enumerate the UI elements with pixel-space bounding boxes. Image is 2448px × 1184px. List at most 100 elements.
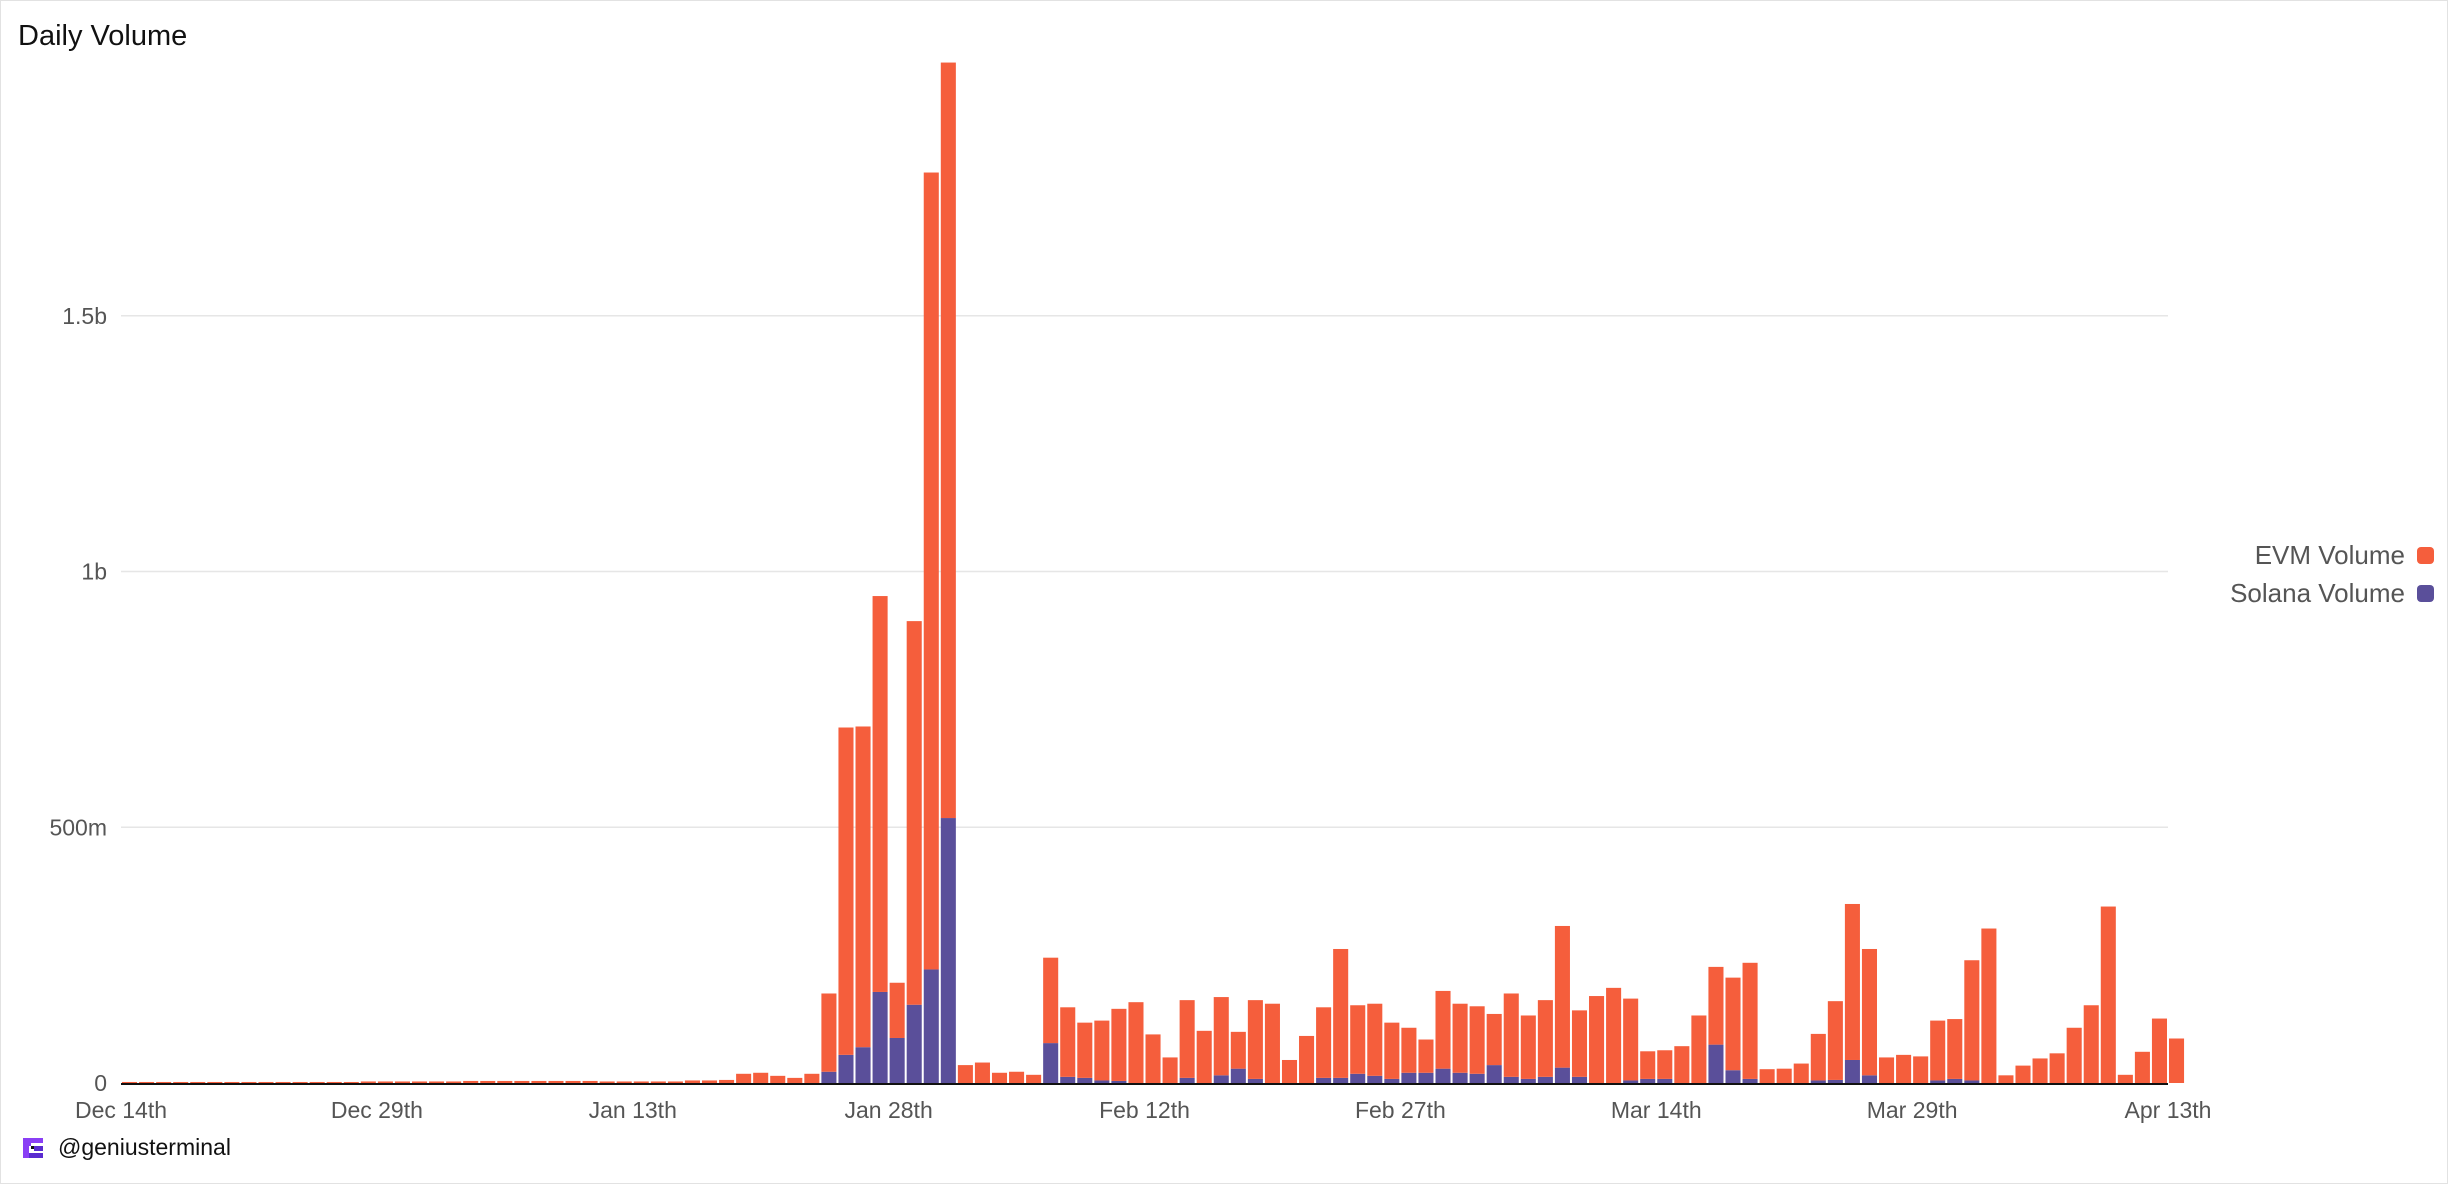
x-tick-label: Dec 14th — [75, 1097, 167, 1123]
bar-evm — [1367, 1003, 1383, 1076]
bar-evm — [1009, 1071, 1025, 1083]
bar-evm — [429, 1081, 445, 1083]
bar-solana — [889, 1037, 905, 1083]
bar-solana — [1384, 1078, 1400, 1083]
bar-evm — [122, 1081, 138, 1083]
bar-solana — [1554, 1067, 1570, 1083]
bar-solana — [1469, 1073, 1485, 1083]
bar-solana — [1571, 1076, 1588, 1083]
bar-evm — [1213, 997, 1229, 1076]
bar-evm — [1060, 1007, 1076, 1077]
bar-solana — [1486, 1065, 1502, 1083]
bar-evm — [1947, 1019, 1963, 1079]
genius-terminal-logo-icon — [23, 1137, 43, 1158]
bar-evm — [1793, 1063, 1809, 1083]
bar-evm — [804, 1073, 820, 1083]
bar-evm — [838, 727, 854, 1055]
bar-evm — [1998, 1075, 2014, 1083]
bar-evm — [1640, 1051, 1656, 1079]
x-tick-label: Dec 29th — [331, 1097, 423, 1123]
grid-lines — [121, 315, 2168, 828]
bar-solana — [1435, 1068, 1451, 1083]
y-axis-ticks: 0 500m 1b 1.5b — [49, 303, 107, 1096]
bar-evm — [1896, 1054, 1912, 1083]
bar-evm — [1981, 928, 1997, 1083]
bar-evm — [343, 1081, 359, 1083]
bar-evm — [1111, 1008, 1127, 1081]
bar-evm — [309, 1081, 325, 1083]
bar-solana — [821, 1071, 837, 1083]
bar-evm — [650, 1081, 666, 1083]
bar-evm — [2083, 1005, 2099, 1083]
bar-solana — [1077, 1077, 1093, 1083]
bar-solana — [1725, 1070, 1741, 1083]
bar-evm — [1469, 1006, 1485, 1074]
bar-evm — [599, 1081, 615, 1083]
bar-evm — [1401, 1027, 1417, 1073]
bar-evm — [1043, 957, 1059, 1044]
legend-item-solana[interactable]: Solana Volume — [2230, 574, 2434, 612]
bar-evm — [1179, 1000, 1195, 1078]
bar-evm — [446, 1081, 462, 1083]
bar-evm — [565, 1080, 581, 1083]
bar-evm — [156, 1081, 172, 1083]
x-tick-label: Feb 27th — [1355, 1097, 1446, 1123]
y-tick-label: 1b — [81, 559, 107, 585]
bar-solana — [1213, 1075, 1229, 1083]
x-tick-label: Mar 29th — [1867, 1097, 1958, 1123]
bar-evm — [1674, 1046, 1690, 1083]
bar-evm — [1077, 1022, 1093, 1078]
bar-evm — [207, 1081, 223, 1083]
x-axis-ticks: Dec 14th Dec 29th Jan 13th Jan 28th Feb 12th… — [75, 1097, 2212, 1123]
credit-handle: @geniusterminal — [58, 1134, 231, 1160]
bar-evm — [258, 1081, 274, 1083]
x-tick-label: Jan 13th — [589, 1097, 677, 1123]
bar-evm — [2100, 906, 2116, 1083]
bar-evm — [1691, 1015, 1707, 1083]
bar-evm — [1503, 993, 1519, 1077]
bar-evm — [855, 726, 871, 1048]
bar-solana — [1861, 1075, 1878, 1083]
bar-evm — [1725, 977, 1741, 1071]
bar-evm — [1537, 1000, 1553, 1077]
bar-evm — [1913, 1056, 1929, 1083]
legend-item-evm[interactable]: EVM Volume — [2230, 536, 2434, 574]
bar-evm — [1964, 960, 1980, 1081]
bar-evm — [224, 1081, 240, 1083]
bar-solana — [1230, 1068, 1246, 1083]
bar-solana — [1367, 1075, 1383, 1083]
bar-evm — [1145, 1034, 1161, 1083]
bar-solana — [838, 1054, 854, 1083]
legend-label-evm: EVM Volume — [2254, 539, 2405, 570]
bar-evm — [1844, 903, 1860, 1060]
bar-evm — [940, 62, 956, 819]
bar-evm — [736, 1073, 752, 1083]
bar-solana — [1452, 1072, 1468, 1083]
bar-evm — [821, 993, 837, 1072]
bar-solana — [1179, 1077, 1195, 1083]
bar-evm — [1162, 1057, 1178, 1083]
bar-evm — [360, 1081, 376, 1083]
x-tick-label: Feb 12th — [1099, 1097, 1190, 1123]
bar-solana — [1708, 1044, 1724, 1083]
bar-solana — [1401, 1072, 1417, 1083]
bar-evm — [480, 1080, 496, 1083]
bar-evm — [1299, 1035, 1315, 1083]
bar-evm — [531, 1080, 547, 1083]
legend-swatch-solana — [2417, 584, 2434, 602]
y-tick-label: 0 — [94, 1070, 107, 1096]
bar-evm — [1452, 1003, 1468, 1073]
bar-evm — [1094, 1020, 1110, 1081]
bar-evm — [1827, 1001, 1843, 1080]
bar-evm — [667, 1081, 683, 1083]
bar-evm — [923, 172, 939, 970]
bar-evm — [1418, 1039, 1434, 1073]
bar-evm — [974, 1062, 990, 1083]
bar-evm — [1384, 1022, 1400, 1079]
bar-evm — [1520, 1015, 1536, 1079]
bar-solana — [1623, 1080, 1639, 1083]
bar-solana — [940, 818, 956, 1083]
bar-evm — [173, 1081, 189, 1083]
bar-solana — [1111, 1080, 1127, 1083]
